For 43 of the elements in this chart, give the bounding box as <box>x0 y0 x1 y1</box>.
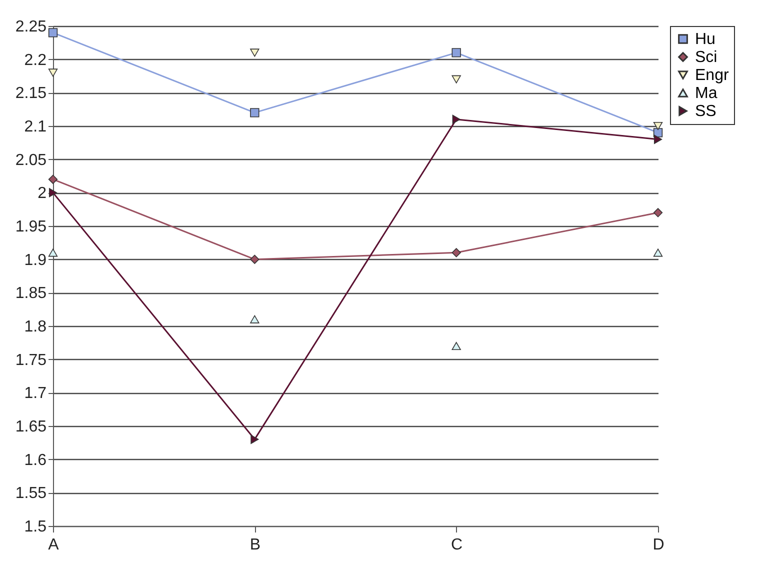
y-tick-label: 2.1 <box>24 118 47 136</box>
point <box>452 114 460 124</box>
point <box>48 188 58 198</box>
point <box>452 342 461 350</box>
y-tick-label: 1.5 <box>24 518 47 536</box>
point <box>48 248 58 257</box>
y-tick-label: 2.15 <box>15 85 47 102</box>
x-tick-label: C <box>451 536 463 554</box>
y-tick-label: 1.75 <box>15 352 47 369</box>
y-tick-label: 2.25 <box>15 18 47 36</box>
point <box>250 108 260 118</box>
point <box>250 315 260 324</box>
y-tick-label: 1.65 <box>15 418 47 436</box>
point <box>452 75 461 84</box>
y-tick-label: 2 <box>38 185 47 202</box>
point <box>653 208 663 218</box>
legend-label: Hu <box>695 31 716 48</box>
point <box>250 434 259 444</box>
legend-label: Engr <box>695 67 730 84</box>
point <box>250 48 260 57</box>
y-tick-label: 2.2 <box>24 52 47 69</box>
point <box>653 248 663 257</box>
legend-label: SS <box>695 103 716 120</box>
x-tick-label: A <box>48 536 60 554</box>
x-tick-label: D <box>652 536 664 554</box>
point <box>654 134 662 144</box>
y-tick-label: 2.05 <box>15 152 47 169</box>
point <box>250 254 260 264</box>
y-tick-label: 1.55 <box>15 485 47 502</box>
y-tick-label: 1.85 <box>15 285 47 302</box>
point <box>452 48 461 58</box>
point <box>48 174 58 184</box>
y-tick-label: 1.8 <box>24 318 47 336</box>
x-tick-label: B <box>250 536 261 554</box>
legend-label: Ma <box>695 85 718 102</box>
point <box>653 122 663 130</box>
legend-label: Sci <box>695 49 718 66</box>
y-tick-label: 1.95 <box>15 218 47 236</box>
y-tick-label: 1.6 <box>24 452 47 469</box>
point <box>48 68 58 77</box>
y-tick-label: 1.9 <box>24 252 47 269</box>
y-tick-label: 1.7 <box>24 385 47 402</box>
point <box>452 248 461 258</box>
